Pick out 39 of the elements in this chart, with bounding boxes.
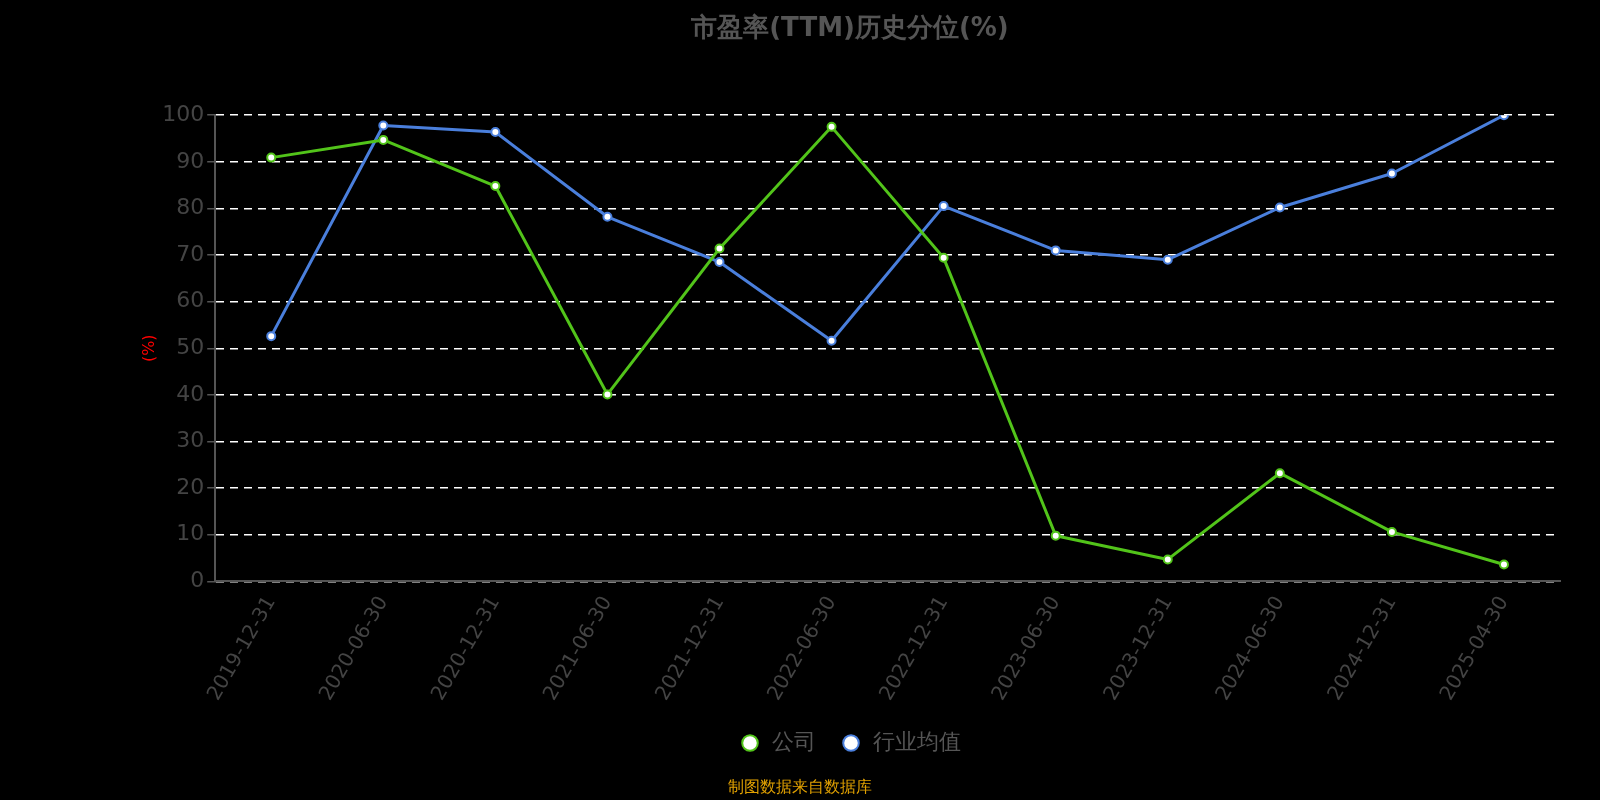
y-tick-label: 80: [176, 194, 205, 220]
point: [266, 331, 277, 342]
y-tick-label: 100: [162, 100, 205, 126]
point: [266, 152, 277, 163]
point: [714, 257, 725, 268]
point: [1162, 254, 1173, 265]
point: [938, 201, 949, 212]
point: [602, 389, 613, 400]
point: [714, 243, 725, 254]
point: [1274, 468, 1285, 479]
y-tick-label: 90: [176, 147, 205, 173]
y-tick-label: 60: [176, 287, 205, 313]
y-tick-label: 50: [176, 333, 205, 359]
y-tick-label: 20: [176, 473, 205, 499]
point: [490, 126, 501, 137]
point: [1498, 559, 1509, 570]
point: [1274, 202, 1285, 213]
point: [490, 181, 501, 192]
legend-label: 行业均值: [873, 728, 961, 754]
point: [1386, 526, 1397, 537]
text: 制图数据来自数据库: [728, 777, 872, 797]
legend-label: 公司: [772, 728, 816, 754]
point: [826, 335, 837, 346]
y-tick-label: 0: [190, 567, 205, 593]
point: [378, 120, 389, 131]
point: [602, 211, 613, 222]
point: [826, 121, 837, 132]
y-axis-title: (%): [138, 334, 158, 363]
y-tick-label: 40: [176, 380, 205, 406]
y-tick-label: 10: [176, 520, 205, 546]
point: [1386, 168, 1397, 179]
point: [938, 252, 949, 263]
point: [378, 134, 389, 145]
y-tick-label: 70: [176, 240, 205, 266]
chart-title: 市盈率(TTM)历史分位(%): [690, 12, 1009, 43]
y-tick-label: 30: [176, 427, 205, 453]
point: [1050, 245, 1061, 256]
point: [1162, 554, 1173, 565]
point: [1050, 530, 1061, 541]
